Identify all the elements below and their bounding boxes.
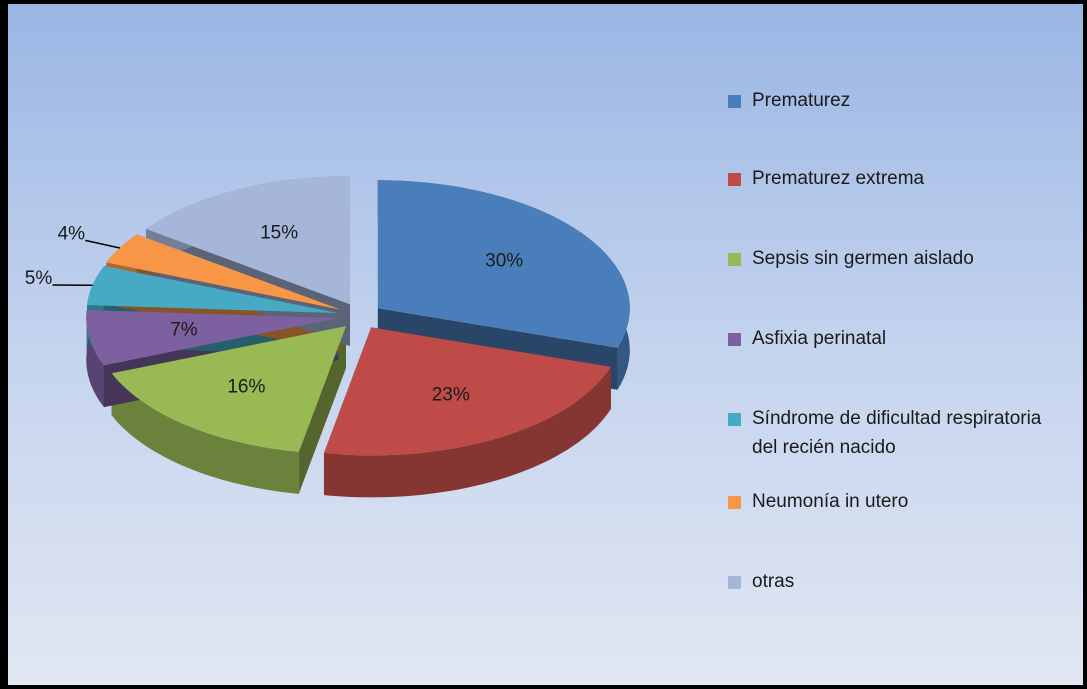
- legend-item: Sepsis sin germen aislado: [728, 244, 1068, 273]
- pie-slice: [86, 310, 339, 366]
- chart: 30% 23% 16% 7% 5% 4% 15%: [25, 176, 630, 498]
- legend-swatch: [728, 576, 741, 589]
- leader-line: [85, 239, 121, 249]
- slice-side: [324, 366, 611, 498]
- pie-slice: [106, 234, 341, 310]
- data-label: 7%: [170, 319, 198, 340]
- legend-label: Prematurez: [752, 90, 851, 111]
- pie-slice: [87, 266, 339, 314]
- legend-label: otras: [752, 571, 795, 592]
- pie-slice: [324, 327, 611, 456]
- legend-item: Asfixia perinatal: [728, 324, 1068, 353]
- data-label: 5%: [25, 268, 53, 289]
- legend-label: Síndrome de dificultad respiratoria del …: [752, 408, 1042, 458]
- legend-item: Síndrome de dificultad respiratoria del …: [728, 404, 1068, 462]
- legend-item: Neumonía in utero: [728, 487, 1068, 516]
- legend-item: otras: [728, 567, 1068, 596]
- legend-item: Prematurez: [728, 86, 1068, 115]
- data-label: 15%: [260, 223, 298, 244]
- legend-item: Prematurez extrema: [728, 164, 1068, 193]
- pie-slice: [111, 326, 346, 452]
- legend-label: Neumonía in utero: [752, 491, 909, 512]
- data-label: 16%: [227, 376, 265, 397]
- data-label: 4%: [58, 223, 86, 244]
- legend-swatch: [728, 413, 741, 426]
- data-label: 30%: [485, 251, 523, 272]
- legend-swatch: [728, 95, 741, 108]
- pie-slice: [377, 180, 630, 348]
- legend-swatch: [728, 333, 741, 346]
- data-label: 23%: [432, 385, 470, 406]
- legend-label: Asfixia perinatal: [752, 328, 887, 349]
- pie-slice: [146, 176, 351, 305]
- slice-side: [111, 373, 299, 494]
- slice-side: [86, 310, 104, 408]
- legend-swatch: [728, 173, 741, 186]
- legend-label: Sepsis sin germen aislado: [752, 248, 974, 269]
- legend-swatch: [728, 496, 741, 509]
- legend-label: Prematurez extrema: [752, 168, 925, 189]
- legend-swatch: [728, 253, 741, 266]
